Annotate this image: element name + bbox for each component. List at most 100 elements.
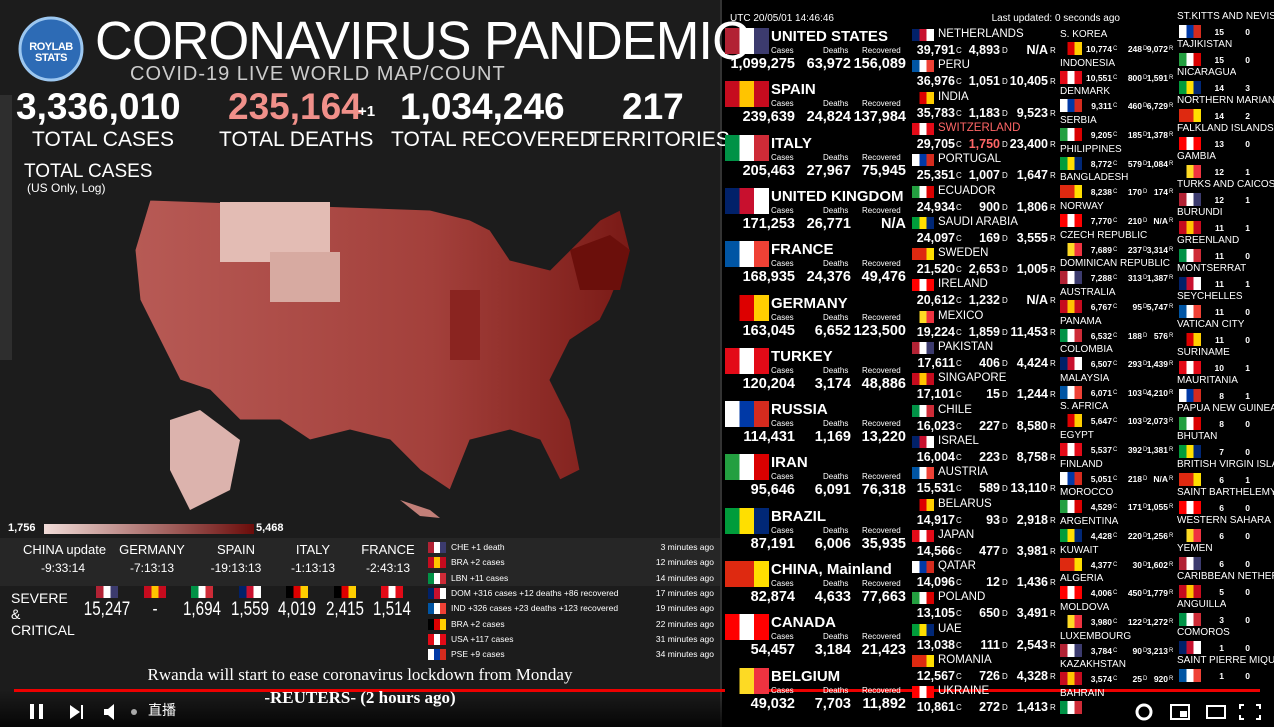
country-name: FALKLAND ISLANDS	[1177, 124, 1274, 134]
flag	[1060, 471, 1082, 485]
feed-time: 19 minutes ago	[655, 603, 714, 614]
country-name: SAINT BARTHELEMY	[1177, 488, 1274, 498]
flag	[1179, 221, 1201, 234]
recovered: N/A	[1026, 43, 1048, 57]
suffix: R	[1169, 74, 1174, 81]
cases: 8,238	[1090, 187, 1112, 198]
suffix: C	[956, 359, 962, 368]
suffix: C	[956, 108, 962, 118]
flag	[428, 542, 446, 553]
flag	[1179, 529, 1201, 542]
country-name: COMOROS	[1177, 628, 1230, 638]
country-name: BURUNDI	[1177, 208, 1223, 218]
country-name: AUSTRALIA	[1060, 286, 1116, 298]
flag	[238, 586, 261, 598]
suffix: D	[1143, 131, 1148, 138]
suffix: D	[1002, 171, 1008, 181]
recovered: 123,500	[853, 322, 906, 339]
flag	[1060, 271, 1082, 285]
column-label: Recovered	[862, 685, 901, 695]
column-label: Cases	[771, 259, 794, 269]
column-label: Cases	[771, 632, 794, 642]
severe-value: 1,514	[372, 599, 412, 620]
suffix: D	[1143, 160, 1148, 167]
flag	[1060, 700, 1082, 714]
cases: 171,253	[742, 215, 795, 232]
recovered: 1,244	[1016, 387, 1048, 402]
subtitle: COVID-19 LIVE WORLD MAP/COUNT	[130, 63, 506, 85]
flag	[1060, 500, 1082, 514]
cases: 8,772	[1090, 158, 1112, 169]
cases: 24,934	[916, 199, 955, 214]
player-controls[interactable]	[28, 702, 138, 722]
recovered: 48,886	[861, 375, 906, 392]
cases: 15	[1214, 55, 1224, 65]
suffix: C	[1113, 303, 1118, 310]
cases: 17,101	[916, 387, 955, 402]
recovered: 137,984	[853, 109, 906, 126]
suffix: C	[956, 546, 962, 556]
flag	[912, 373, 934, 386]
divider	[720, 0, 722, 727]
map-title: TOTAL CASES	[24, 161, 153, 182]
deaths: 0	[1245, 55, 1250, 65]
cases: 16,023	[916, 418, 955, 433]
country-name: SAUDI ARABIA	[938, 215, 1018, 228]
column-label: Recovered	[862, 259, 901, 269]
country-name: SPAIN	[771, 81, 816, 99]
suffix: D	[1002, 327, 1008, 337]
column-label: Recovered	[862, 46, 901, 55]
feed-time: 3 minutes ago	[660, 542, 714, 552]
country-name: DOMINICAN REPUBLIC	[1060, 258, 1171, 270]
flag	[1179, 501, 1201, 514]
cases: 14	[1214, 111, 1224, 121]
deaths: 227	[979, 418, 1000, 433]
cases: 95,646	[750, 482, 795, 499]
flag	[1060, 99, 1082, 113]
update-time: -1:13:13	[290, 561, 336, 575]
suffix: D	[1143, 389, 1148, 396]
country-name: CANADA	[771, 614, 836, 632]
deaths: 7,703	[814, 695, 851, 712]
progress-bar[interactable]	[14, 689, 1260, 692]
suffix: R	[1050, 484, 1056, 494]
deaths: 24,824	[806, 109, 851, 126]
feed-text: BRA +2 cases	[451, 557, 505, 568]
flag	[1060, 357, 1082, 371]
flag	[725, 28, 769, 54]
suffix: D	[1143, 46, 1148, 52]
cases: 10,774	[1086, 44, 1112, 54]
suffix: D	[1002, 546, 1008, 556]
deaths: 1	[1245, 167, 1250, 177]
cases: 3,574	[1090, 674, 1112, 685]
deaths: 223	[979, 449, 1000, 464]
cases: 205,463	[742, 162, 795, 179]
deaths: 12	[986, 575, 1000, 590]
recovered: 1,055	[1146, 502, 1168, 513]
suffix: C	[956, 640, 962, 650]
column-label: Deaths	[823, 46, 849, 55]
suffix: D	[1143, 676, 1148, 683]
column-label: Deaths	[823, 312, 849, 322]
flag	[912, 248, 934, 261]
cases: 20,612	[916, 293, 955, 308]
flag	[428, 557, 446, 569]
country-name: ARGENTINA	[1060, 516, 1119, 528]
feed-time: 22 minutes ago	[655, 618, 714, 629]
deaths: 1	[1245, 223, 1250, 233]
column-label: Cases	[771, 99, 794, 109]
cases: 7,689	[1090, 244, 1112, 255]
recovered: 4,424	[1016, 356, 1048, 370]
legend-bar	[44, 524, 254, 534]
flag	[1179, 305, 1201, 318]
deaths: 210	[1127, 215, 1142, 226]
column-label: Recovered	[862, 579, 901, 588]
cases: 12	[1214, 195, 1224, 205]
live-label[interactable]: 直播	[148, 702, 176, 718]
column-label: Deaths	[823, 259, 849, 269]
deaths: 272	[979, 700, 1000, 715]
suffix: C	[1113, 46, 1118, 52]
player-settings[interactable]	[1134, 702, 1264, 722]
country-name: SINGAPORE	[938, 372, 1007, 385]
flag	[1060, 643, 1082, 657]
